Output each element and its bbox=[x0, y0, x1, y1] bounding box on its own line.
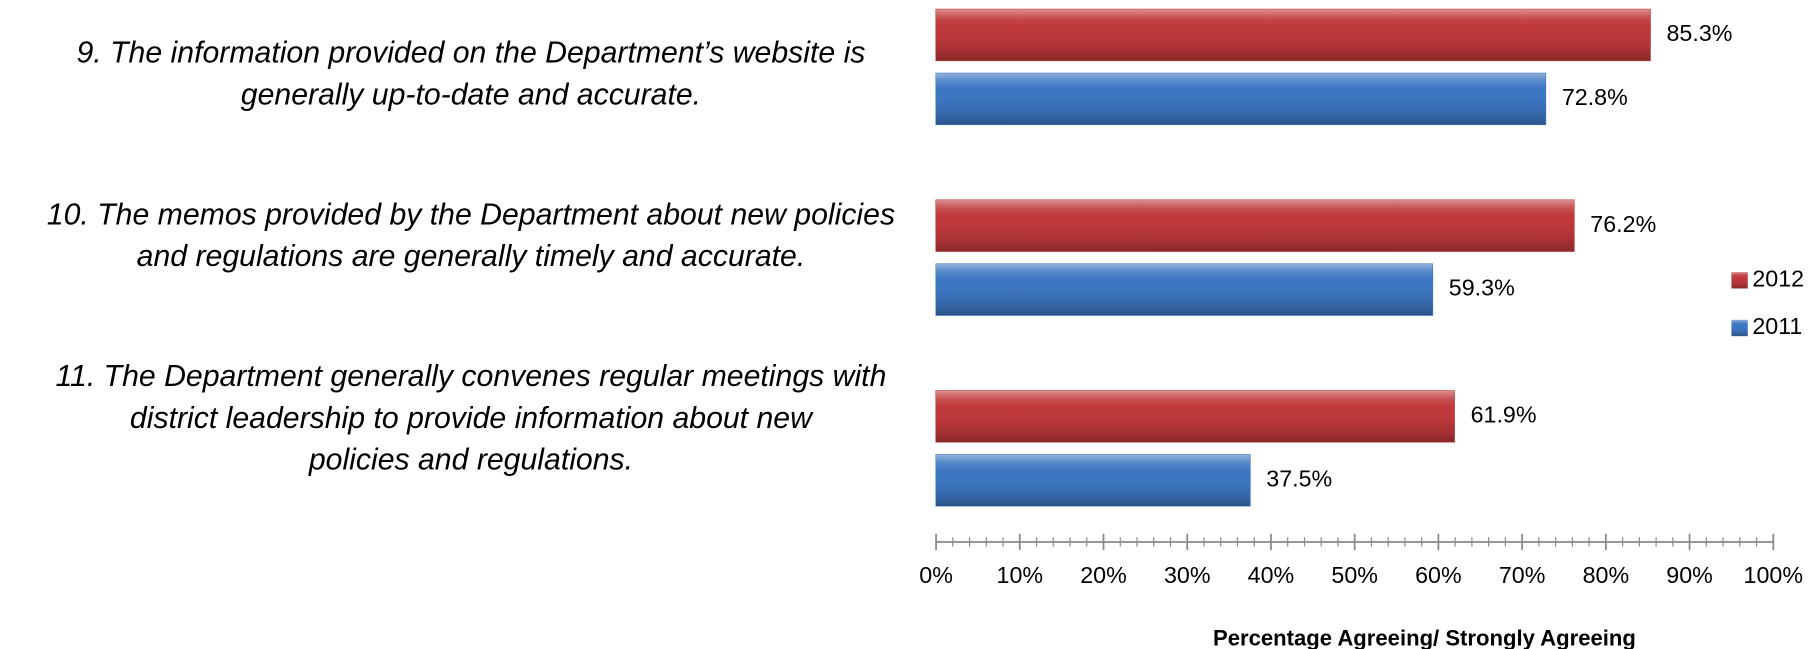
legend-swatch-shade bbox=[1731, 319, 1748, 337]
category-label: 11. The Department generally convenes re… bbox=[55, 360, 886, 393]
value-label: 72.8% bbox=[1562, 84, 1628, 110]
x-tick-label: 60% bbox=[1415, 562, 1462, 588]
bar-group bbox=[935, 199, 1575, 252]
bar-shade bbox=[936, 264, 1433, 316]
x-tick-label: 30% bbox=[1164, 562, 1211, 588]
bar-group bbox=[935, 263, 1434, 316]
value-label: 76.2% bbox=[1590, 211, 1656, 237]
x-tick-label: 80% bbox=[1583, 562, 1630, 588]
legend-swatch-shade bbox=[1731, 272, 1748, 289]
value-label: 85.3% bbox=[1667, 20, 1733, 46]
category-label: generally up-to-date and accurate. bbox=[241, 79, 701, 112]
bar-shade bbox=[936, 390, 1455, 442]
bar-group bbox=[935, 8, 1651, 62]
value-label: 61.9% bbox=[1471, 402, 1537, 428]
x-tick-label: 90% bbox=[1666, 562, 1713, 588]
value-label: 59.3% bbox=[1449, 275, 1515, 301]
x-axis-title: Percentage Agreeing/ Strongly Agreeing bbox=[1213, 625, 1636, 649]
x-tick-label: 20% bbox=[1080, 562, 1127, 588]
category-label: 9. The information provided on the Depar… bbox=[76, 37, 865, 70]
x-tick-label: 70% bbox=[1499, 562, 1546, 588]
bar-group bbox=[935, 72, 1547, 126]
category-label: policies and regulations. bbox=[308, 444, 633, 477]
category-label: district leadership to provide informati… bbox=[130, 402, 814, 435]
x-tick-label: 50% bbox=[1331, 562, 1378, 588]
bar-shade bbox=[936, 73, 1546, 125]
bar-shade bbox=[936, 9, 1651, 61]
value-label: 37.5% bbox=[1266, 465, 1332, 491]
legend-label: 2011 bbox=[1752, 313, 1802, 339]
bar-group bbox=[935, 454, 1251, 507]
bar-shade bbox=[936, 454, 1251, 506]
x-tick-label: 40% bbox=[1248, 562, 1295, 588]
x-tick-label: 100% bbox=[1744, 562, 1803, 588]
bar-shade bbox=[936, 200, 1575, 252]
legend-label: 2012 bbox=[1752, 265, 1804, 291]
bar-group bbox=[935, 390, 1455, 443]
category-label: and regulations are generally timely and… bbox=[137, 240, 806, 273]
x-tick-label: 10% bbox=[997, 562, 1044, 588]
category-label: 10. The memos provided by the Department… bbox=[47, 198, 895, 231]
x-tick-label: 0% bbox=[919, 562, 953, 588]
